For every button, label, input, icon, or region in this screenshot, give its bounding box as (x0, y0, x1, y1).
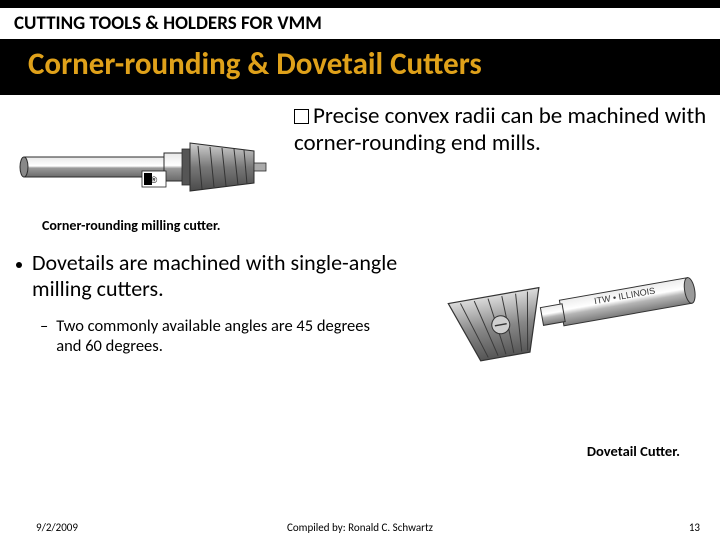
header-top: CUTTING TOOLS & HOLDERS FOR VMM (0, 8, 720, 39)
sub-text: Two commonly available angles are 45 deg… (56, 316, 370, 356)
section1-body: Precise convex radii can be machined wit… (294, 102, 706, 157)
slide-header: CUTTING TOOLS & HOLDERS FOR VMM Corner-r… (0, 0, 720, 95)
corner-rounding-cutter-image: ® (16, 121, 286, 211)
section2-text-block: Dovetails are machined with single-angle… (14, 250, 412, 356)
row-1: ® Precise convex radii can be machined w… (0, 95, 720, 211)
footer-page: 13 (689, 521, 720, 534)
sub-bullet: – Two commonly available angles are 45 d… (14, 302, 408, 356)
dash-icon: – (40, 316, 48, 356)
row-2: Dovetails are machined with single-angle… (0, 234, 720, 380)
checkbox-icon (294, 109, 309, 124)
bullet-item: Dovetails are machined with single-angle… (14, 250, 408, 302)
header-title: Corner-rounding & Dovetail Cutters (0, 41, 720, 83)
section1-text: Precise convex radii can be machined wit… (286, 103, 710, 157)
caption-1: Corner-rounding milling cutter. (0, 211, 720, 234)
footer-compiled: Compiled by: Ronald C. Schwartz (287, 521, 433, 534)
footer-date: 9/2/2009 (0, 521, 78, 534)
dovetail-icon: ITW • ILLINOIS (412, 250, 712, 380)
end-mill-icon: ® (16, 121, 286, 211)
caption-2: Dovetail Cutter. (587, 442, 680, 460)
footer: 9/2/2009 Compiled by: Ronald C. Schwartz… (0, 521, 720, 534)
dovetail-cutter-image: ITW • ILLINOIS (412, 250, 712, 380)
bullet-text: Dovetails are machined with single-angle… (32, 250, 408, 302)
bullet-dot-icon (16, 262, 22, 268)
